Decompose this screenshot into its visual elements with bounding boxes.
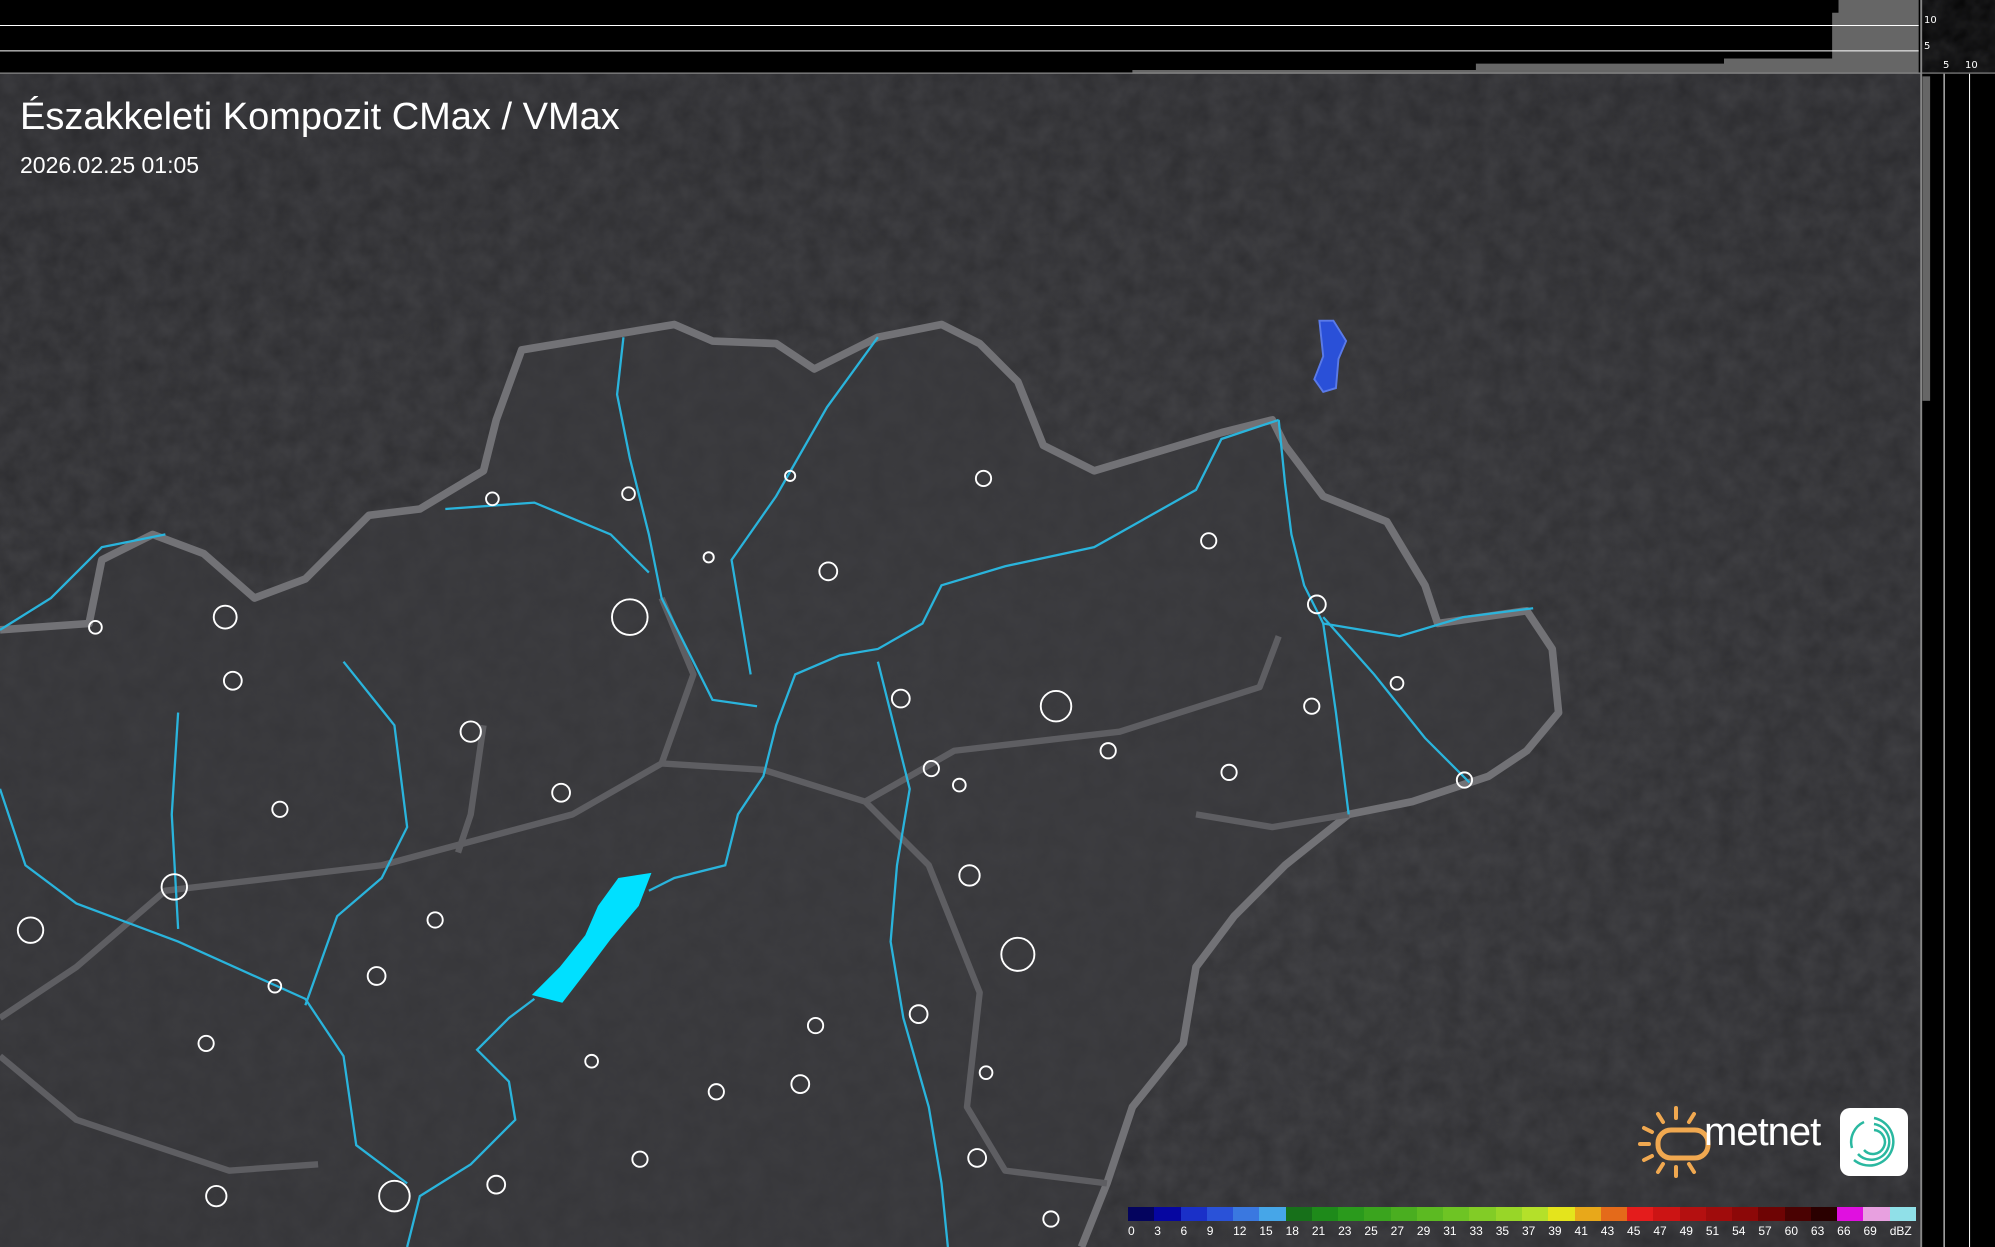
legend-tick-label: 21 [1311,1224,1326,1238]
legend-tick-label: 29 [1416,1224,1431,1238]
legend-swatch [1889,1207,1916,1221]
legend-swatch [1154,1207,1181,1221]
right-profile-panel [1921,73,1995,1247]
legend-swatch [1758,1207,1785,1221]
legend-swatch [1443,1207,1470,1221]
legend-tick-label: 63 [1810,1224,1825,1238]
legend-color-bar [1128,1207,1916,1221]
legend-tick-label: 45 [1627,1224,1641,1238]
legend-tick-label: 47 [1653,1224,1667,1238]
legend-tick-label: 35 [1495,1224,1510,1238]
legend-swatch [1521,1207,1549,1221]
legend-tick-label: 33 [1469,1224,1483,1238]
legend-swatch [1863,1207,1890,1221]
legend-tick-label: 41 [1574,1224,1588,1238]
right-axis-label-5: 5 [1943,60,1950,71]
legend-tick-label: 57 [1758,1224,1772,1238]
legend-tick-label: 25 [1364,1224,1378,1238]
legend-tick-label: 18 [1285,1224,1299,1238]
metnet-logo: metnet [1636,1102,1916,1182]
right-profile-histogram [1922,76,1931,401]
legend-tick-label: 6 [1180,1224,1188,1238]
legend-swatch [1180,1207,1207,1221]
legend-swatch [1627,1207,1654,1221]
legend-swatch [1653,1207,1680,1221]
legend-swatch [1311,1207,1339,1221]
legend-tick-label: 37 [1521,1224,1536,1238]
legend-swatch [1784,1207,1811,1221]
swirl-logo-icon [1840,1108,1908,1176]
right-axis-label-10: 10 [1965,60,1978,71]
legend-unit: dBZ [1889,1224,1912,1238]
rivers [0,336,1534,1247]
legend-tick-label: 60 [1784,1224,1798,1238]
top-profile-panel [0,0,1922,73]
legend-tick-label: 27 [1390,1224,1405,1238]
legend-swatch [1495,1207,1522,1221]
map-title: Északkeleti Kompozit CMax / VMax [20,96,620,138]
hungary-region [0,324,1559,1247]
country-border [0,320,1563,1247]
legend-swatch [1810,1207,1838,1221]
legend-tick-label: 69 [1863,1224,1877,1238]
legend-swatch [1705,1207,1733,1221]
region-borders [0,596,1350,1187]
legend-tick-label: 39 [1548,1224,1562,1238]
lake-balaton [531,872,652,1003]
legend-tick-label: 66 [1837,1224,1851,1238]
legend-swatch [1233,1207,1260,1221]
settlement-outlines [16,469,1474,1228]
legend-swatch [1364,1207,1391,1221]
legend-swatch [1837,1207,1864,1221]
legend-tick-label: 12 [1233,1224,1247,1238]
legend-swatch [1679,1207,1706,1221]
legend-swatch [1206,1207,1234,1221]
legend-swatch [1259,1207,1286,1221]
legend-tick-label: 54 [1732,1224,1746,1238]
legend-tick-label: 9 [1206,1224,1214,1238]
legend-swatch [1548,1207,1575,1221]
top-axis-label-10: 10 [1924,15,1937,26]
legend-tick-label: 23 [1338,1224,1352,1238]
legend-swatch [1285,1207,1312,1221]
legend-tick-label: 3 [1154,1224,1161,1238]
legend-swatch [1128,1207,1155,1221]
legend-tick-label: 51 [1705,1224,1720,1238]
sun-icon [1638,1106,1711,1178]
top-axis-label-5: 5 [1924,41,1931,52]
radar-echo [1313,319,1348,394]
dbz-color-legend: 0 3 6 9 12 15 18 21 23 25 27 29 31 33 35 37 39 41 43 45 47 49… [1128,1207,1916,1238]
legend-tick-label: 49 [1679,1224,1693,1238]
legend-swatch [1338,1207,1365,1221]
legend-swatch [1469,1207,1496,1221]
legend-swatch [1574,1207,1601,1221]
legend-swatch [1416,1207,1444,1221]
logo-text: metnet [1704,1110,1821,1154]
map-timestamp: 2026.02.25 01:05 [20,152,200,178]
legend-swatch [1600,1207,1628,1221]
legend-swatch [1732,1207,1759,1221]
legend-tick-label: 43 [1600,1224,1615,1238]
legend-tick-label: 0 [1128,1224,1135,1238]
legend-tick-label: 31 [1443,1224,1457,1238]
legend-tick-label: 15 [1259,1224,1273,1238]
legend-swatch [1390,1207,1417,1221]
legend-tick-labels: 0 3 6 9 12 15 18 21 23 25 27 29 31 33 35 37 39 41 43 45 47 49… [1128,1224,1916,1238]
top-profile-histogram [1132,0,1919,73]
